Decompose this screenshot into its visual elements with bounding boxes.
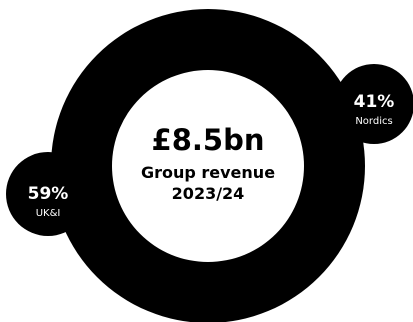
segment-bubble-nordics: 41% Nordics [334, 64, 413, 144]
segment-value-uki: 59% [28, 184, 69, 204]
segment-name-uki: UK&I [36, 208, 61, 219]
center-label-line2: 2023/24 [172, 184, 245, 203]
segment-bubble-uki-circle [6, 152, 90, 236]
center-label-line1: Group revenue [141, 163, 275, 182]
segment-name-nordics: Nordics [355, 116, 392, 127]
segment-bubble-nordics-circle [334, 64, 413, 144]
center-total-value: £8.5bn [152, 123, 265, 157]
segment-value-nordics: 41% [354, 92, 395, 112]
donut-hole [112, 70, 304, 262]
segment-bubble-uki: 59% UK&I [6, 152, 90, 236]
